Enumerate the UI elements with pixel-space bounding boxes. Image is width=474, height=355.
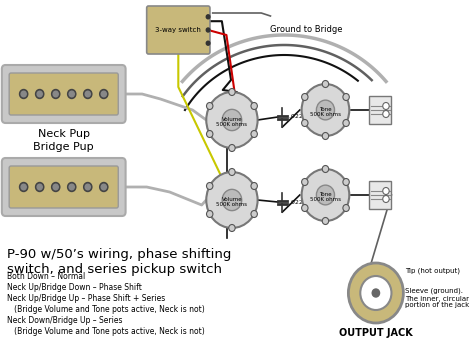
Circle shape [251, 211, 257, 218]
Circle shape [52, 182, 60, 191]
FancyBboxPatch shape [2, 65, 126, 123]
Circle shape [383, 103, 389, 109]
Text: Tip (hot output): Tip (hot output) [405, 268, 460, 274]
Text: Neck Down/Bridge Up – Series: Neck Down/Bridge Up – Series [7, 316, 123, 325]
Circle shape [37, 91, 42, 97]
Text: Neck Up/Bridge Up – Phase Shift + Series: Neck Up/Bridge Up – Phase Shift + Series [7, 294, 165, 303]
Text: Neck Pup: Neck Pup [38, 129, 90, 139]
Circle shape [36, 182, 44, 191]
Text: Both Down – Normal: Both Down – Normal [7, 272, 86, 281]
Circle shape [222, 109, 242, 131]
Circle shape [100, 89, 108, 98]
Text: Tone
500K ohms: Tone 500K ohms [310, 106, 341, 118]
Circle shape [68, 182, 76, 191]
Circle shape [52, 89, 60, 98]
Circle shape [206, 15, 210, 19]
Text: Bridge Pup: Bridge Pup [33, 142, 94, 152]
Circle shape [206, 28, 210, 32]
Text: 3-way switch: 3-way switch [155, 27, 201, 33]
Circle shape [301, 204, 308, 212]
Circle shape [343, 204, 349, 212]
Circle shape [322, 132, 328, 140]
Circle shape [343, 120, 349, 126]
Bar [369, 96, 392, 124]
Circle shape [372, 289, 380, 297]
Circle shape [360, 276, 392, 310]
Text: OUTPUT JACK: OUTPUT JACK [339, 328, 413, 338]
Circle shape [222, 189, 242, 211]
Circle shape [19, 89, 28, 98]
Circle shape [322, 81, 328, 87]
Text: Neck Up/Bridge Down – Phase Shift: Neck Up/Bridge Down – Phase Shift [7, 283, 142, 292]
Circle shape [21, 91, 26, 97]
Circle shape [53, 184, 58, 190]
Circle shape [36, 89, 44, 98]
Circle shape [229, 169, 235, 175]
Circle shape [229, 144, 235, 152]
Circle shape [317, 185, 335, 205]
Circle shape [83, 182, 92, 191]
Text: (Bridge Volume and Tone pots active, Neck is not): (Bridge Volume and Tone pots active, Nec… [7, 327, 205, 336]
Circle shape [100, 182, 108, 191]
Circle shape [383, 110, 389, 118]
Text: (Bridge Volume and Tone pots active, Neck is not): (Bridge Volume and Tone pots active, Nec… [7, 305, 205, 314]
Circle shape [83, 89, 92, 98]
Circle shape [301, 120, 308, 126]
Text: Sleeve (ground).
The inner, circular
portion of the jack: Sleeve (ground). The inner, circular por… [405, 288, 469, 308]
Circle shape [101, 184, 106, 190]
FancyBboxPatch shape [9, 166, 118, 208]
Text: .022 mf: .022 mf [289, 115, 313, 120]
Circle shape [251, 131, 257, 137]
Circle shape [322, 218, 328, 224]
Circle shape [21, 184, 26, 190]
Circle shape [348, 263, 403, 323]
Circle shape [343, 93, 349, 100]
Circle shape [85, 91, 91, 97]
Circle shape [301, 93, 308, 100]
Circle shape [229, 224, 235, 231]
FancyBboxPatch shape [2, 158, 126, 216]
Circle shape [206, 172, 257, 228]
Text: Ground to Bridge: Ground to Bridge [271, 26, 343, 34]
Circle shape [317, 100, 335, 120]
Circle shape [301, 169, 349, 221]
Text: Volume
500K ohms: Volume 500K ohms [217, 116, 247, 127]
Circle shape [383, 187, 389, 195]
FancyBboxPatch shape [146, 6, 210, 54]
Circle shape [301, 179, 308, 186]
Text: Volume
500K ohms: Volume 500K ohms [217, 197, 247, 207]
Circle shape [251, 182, 257, 190]
Text: P-90 w/50’s wiring, phase shifting
switch, and series pickup switch: P-90 w/50’s wiring, phase shifting switc… [7, 248, 232, 276]
Circle shape [207, 103, 213, 109]
Circle shape [207, 131, 213, 137]
Circle shape [322, 165, 328, 173]
Circle shape [85, 184, 91, 190]
Circle shape [207, 211, 213, 218]
FancyBboxPatch shape [9, 73, 118, 115]
Bar [369, 181, 392, 209]
Circle shape [19, 182, 28, 191]
Circle shape [37, 184, 42, 190]
Circle shape [53, 91, 58, 97]
Circle shape [229, 88, 235, 95]
Circle shape [206, 92, 257, 148]
Circle shape [383, 196, 389, 202]
Circle shape [69, 184, 74, 190]
Circle shape [68, 89, 76, 98]
Text: .022 mf: .022 mf [289, 200, 313, 204]
Text: Tone
500K ohms: Tone 500K ohms [310, 192, 341, 202]
Circle shape [101, 91, 106, 97]
Circle shape [301, 84, 349, 136]
Circle shape [251, 103, 257, 109]
Circle shape [343, 179, 349, 186]
Circle shape [206, 41, 210, 45]
Circle shape [69, 91, 74, 97]
Circle shape [207, 182, 213, 190]
